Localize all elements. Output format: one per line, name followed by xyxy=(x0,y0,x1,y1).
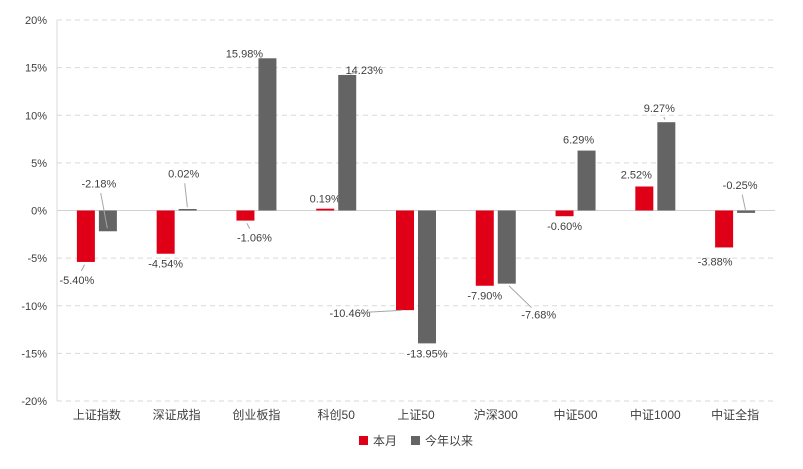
bar xyxy=(577,150,596,211)
data-label: -3.88% xyxy=(698,256,733,268)
leader-line xyxy=(349,72,355,75)
data-label: -4.54% xyxy=(148,259,183,271)
y-tick-label: 15% xyxy=(25,63,47,75)
bar xyxy=(178,209,197,211)
y-tick-label: 20% xyxy=(25,15,47,27)
category-label: 科创50 xyxy=(318,408,356,422)
legend-swatch-month-icon xyxy=(358,435,368,445)
y-tick-label: -15% xyxy=(21,348,47,360)
category-label: 中证500 xyxy=(554,407,598,422)
data-label: 6.29% xyxy=(563,135,594,147)
data-label: -7.68% xyxy=(521,310,556,322)
legend-item-ytd: 今年以来 xyxy=(411,432,473,449)
category-label: 沪深300 xyxy=(474,408,518,422)
leader-line xyxy=(246,223,251,229)
legend: 本月 今年以来 xyxy=(57,431,775,449)
data-label: 14.23% xyxy=(346,65,384,77)
bar xyxy=(635,186,654,211)
bar xyxy=(418,210,436,344)
bar xyxy=(475,210,494,286)
data-label: -13.95% xyxy=(407,348,448,360)
data-label: 2.52% xyxy=(621,169,652,181)
bar xyxy=(715,210,734,248)
bar xyxy=(236,210,255,221)
y-tick-label: 0% xyxy=(31,206,47,218)
data-label: -10.46% xyxy=(330,308,371,320)
y-tick-label: -5% xyxy=(27,253,47,265)
data-label: -1.06% xyxy=(237,233,272,245)
leader-line xyxy=(100,193,108,229)
category-label: 中证全指 xyxy=(711,407,759,422)
bar xyxy=(98,210,117,232)
category-label: 上证指数 xyxy=(73,407,121,422)
leader-line xyxy=(184,183,188,208)
bar xyxy=(657,122,676,211)
bar xyxy=(316,208,335,211)
data-label: 9.27% xyxy=(644,103,675,115)
category-label: 上证50 xyxy=(397,408,435,422)
leader-line xyxy=(359,309,403,314)
bar xyxy=(737,210,756,213)
legend-label-month: 本月 xyxy=(372,433,397,448)
leader-line xyxy=(741,194,746,211)
category-label: 深证成指 xyxy=(153,407,201,422)
data-label: 0.02% xyxy=(168,168,199,180)
y-tick-label: 10% xyxy=(25,110,47,122)
data-label: -2.18% xyxy=(81,178,116,190)
leader-line xyxy=(663,116,666,120)
legend-label-ytd: 今年以来 xyxy=(425,433,474,448)
bar xyxy=(555,210,574,217)
y-tick-label: 5% xyxy=(31,158,47,170)
bar xyxy=(258,58,277,211)
bar xyxy=(156,210,175,254)
y-tick-label: -10% xyxy=(21,301,47,313)
leader-line xyxy=(80,264,85,272)
y-tick-label: -20% xyxy=(21,396,47,408)
data-label: -5.40% xyxy=(59,275,94,287)
category-label: 中证1000 xyxy=(630,407,681,422)
legend-swatch-ytd-icon xyxy=(411,435,420,445)
category-label: 创业板指 xyxy=(232,407,280,422)
bar xyxy=(76,210,95,262)
legend-item-month: 本月 xyxy=(358,432,397,449)
data-label: -7.90% xyxy=(467,291,502,303)
data-label: -0.25% xyxy=(723,180,758,192)
data-label: 0.19% xyxy=(310,194,341,206)
data-label: 15.98% xyxy=(226,48,264,60)
bar xyxy=(396,210,414,311)
bar xyxy=(338,74,357,211)
data-label: -0.60% xyxy=(547,221,582,233)
bar xyxy=(497,210,516,284)
leader-line xyxy=(508,285,532,309)
